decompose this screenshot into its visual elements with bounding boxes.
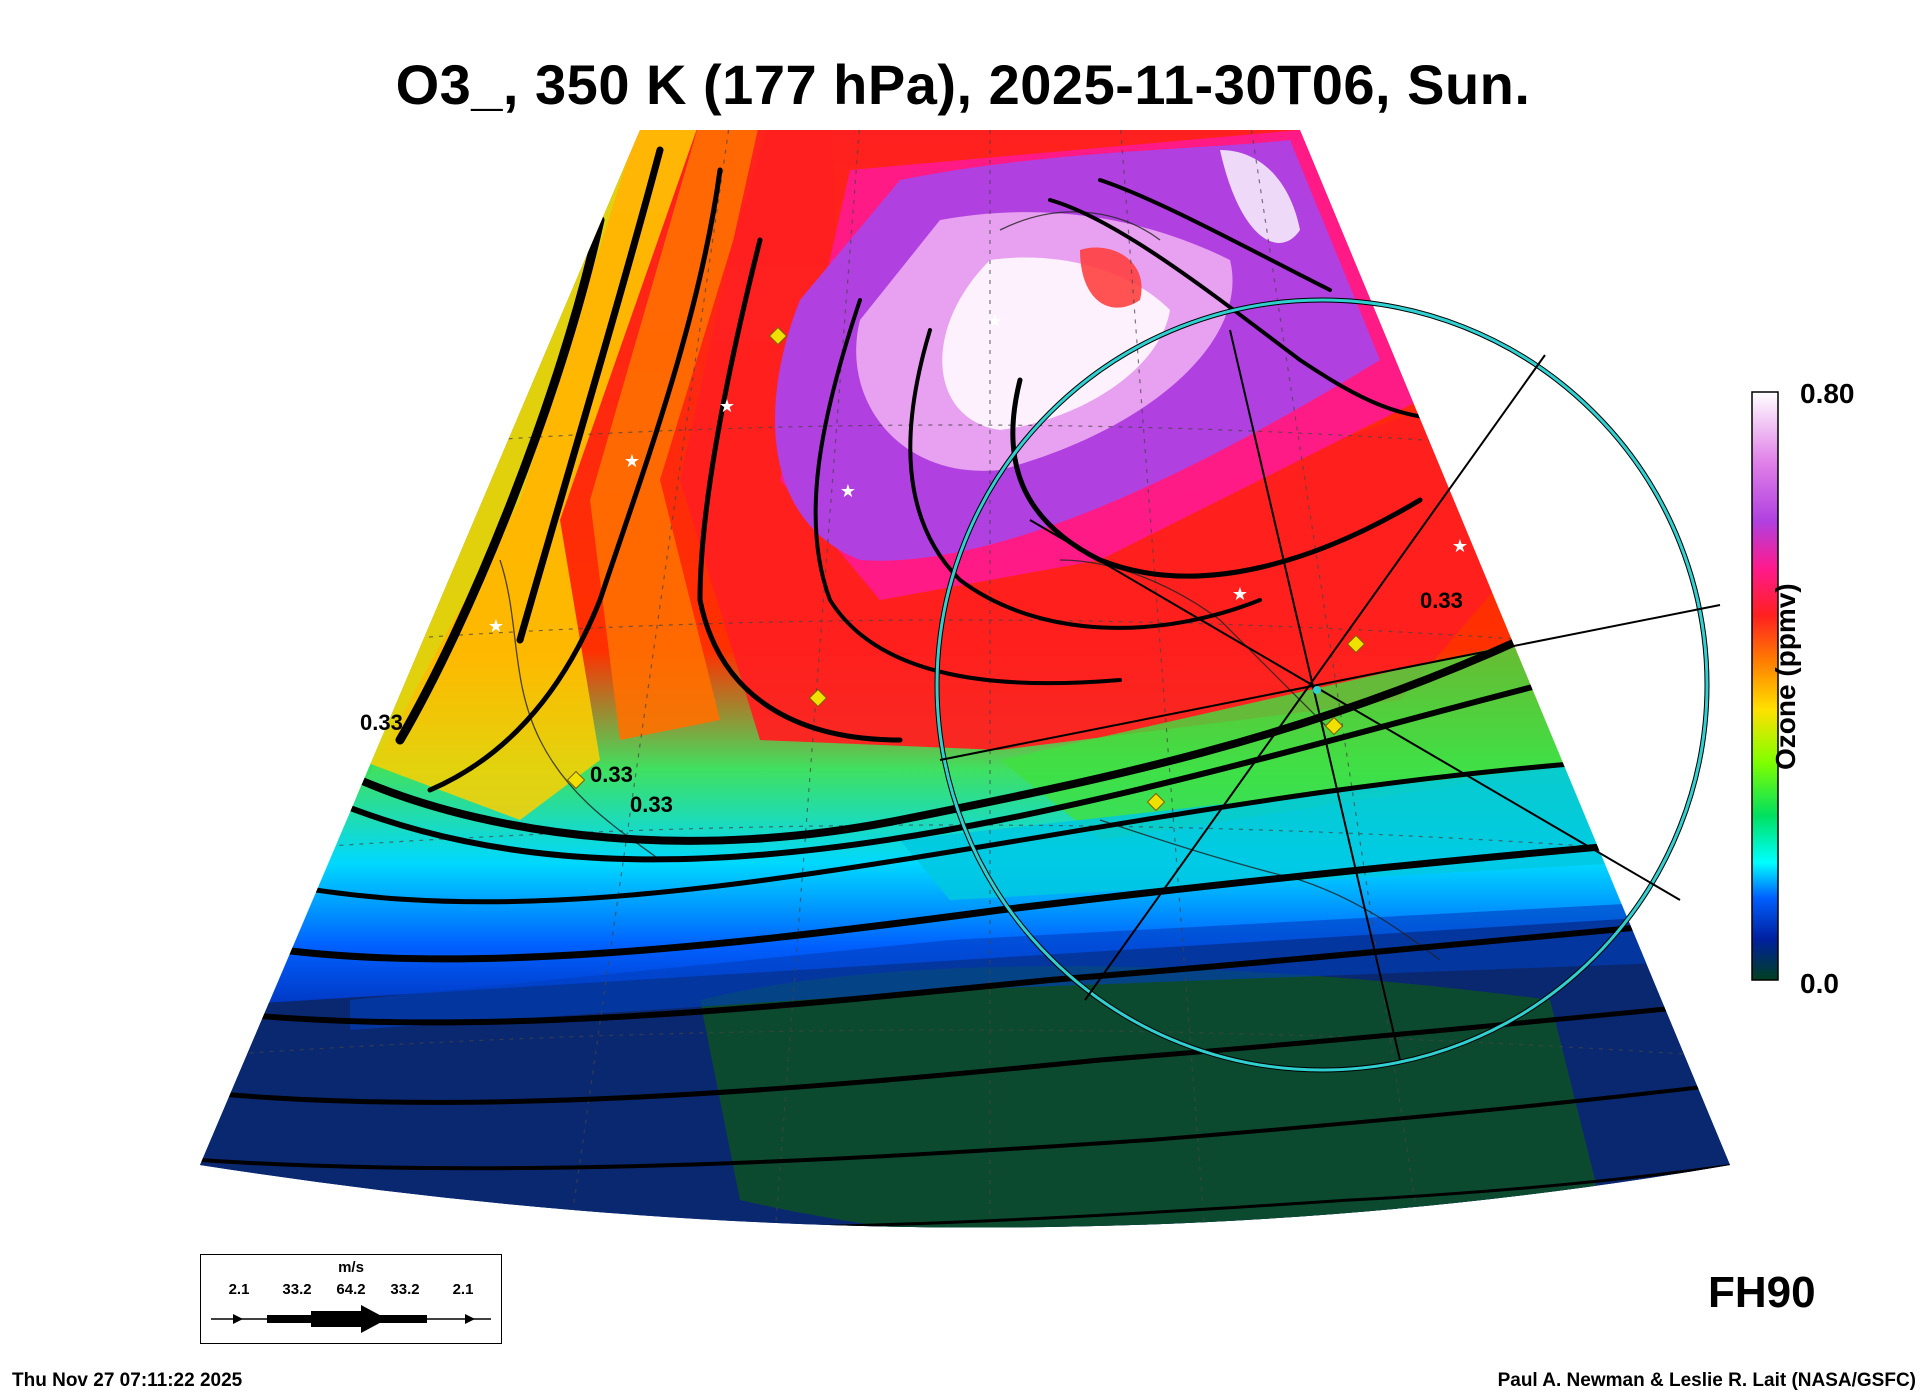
- yellow-diamond-markers: [566, 326, 1366, 812]
- contour-labels: 0.33 0.33 0.33 0.33: [360, 588, 1463, 817]
- wind-legend-arrow: [211, 1305, 491, 1333]
- credit-line: Paul A. Newman & Leslie R. Lait (NASA/GS…: [1497, 1370, 1916, 1391]
- colorbar-max-label: 0.80: [1800, 378, 1855, 409]
- svg-text:★: ★: [488, 616, 504, 637]
- timestamp: Thu Nov 27 07:11:22 2025: [12, 1370, 243, 1391]
- contour-label: 0.33: [590, 762, 633, 787]
- white-star-markers: ★ ★ ★ ★ ★ ★ ★: [488, 311, 1468, 637]
- wind-legend-unit: m/s: [338, 1259, 364, 1276]
- wind-legend-value: 2.1: [228, 1281, 250, 1298]
- svg-text:★: ★: [1452, 536, 1468, 557]
- map-title: O3_, 350 K (177 hPa), 2025-11-30T06, Sun…: [395, 53, 1531, 116]
- vortex-ring: [934, 297, 1721, 1073]
- svg-text:★: ★: [719, 396, 735, 417]
- svg-text:★: ★: [624, 451, 640, 472]
- wind-speed-legend: m/s 2.1 33.2 64.2 33.2 2.1: [200, 1254, 502, 1344]
- contour-label: 0.33: [1420, 588, 1463, 613]
- wind-legend-value: 33.2: [390, 1281, 420, 1298]
- wind-legend-value: 33.2: [282, 1281, 312, 1298]
- svg-text:★: ★: [1232, 584, 1248, 605]
- wind-legend-value: 2.1: [452, 1281, 474, 1298]
- colorbar-min-label: 0.0: [1800, 968, 1839, 999]
- contour-label: 0.33: [630, 792, 673, 817]
- wind-streamlines: [200, 146, 1730, 1228]
- colorbar-title: Ozone (ppmv): [1770, 583, 1801, 770]
- contour-label: 0.33: [360, 710, 403, 735]
- wind-legend-value: 64.2: [336, 1281, 366, 1298]
- colorbar: [1751, 391, 1779, 981]
- svg-text:★: ★: [840, 481, 856, 502]
- svg-text:★: ★: [987, 311, 1003, 332]
- forecast-hour-label: FH90: [1708, 1268, 1816, 1317]
